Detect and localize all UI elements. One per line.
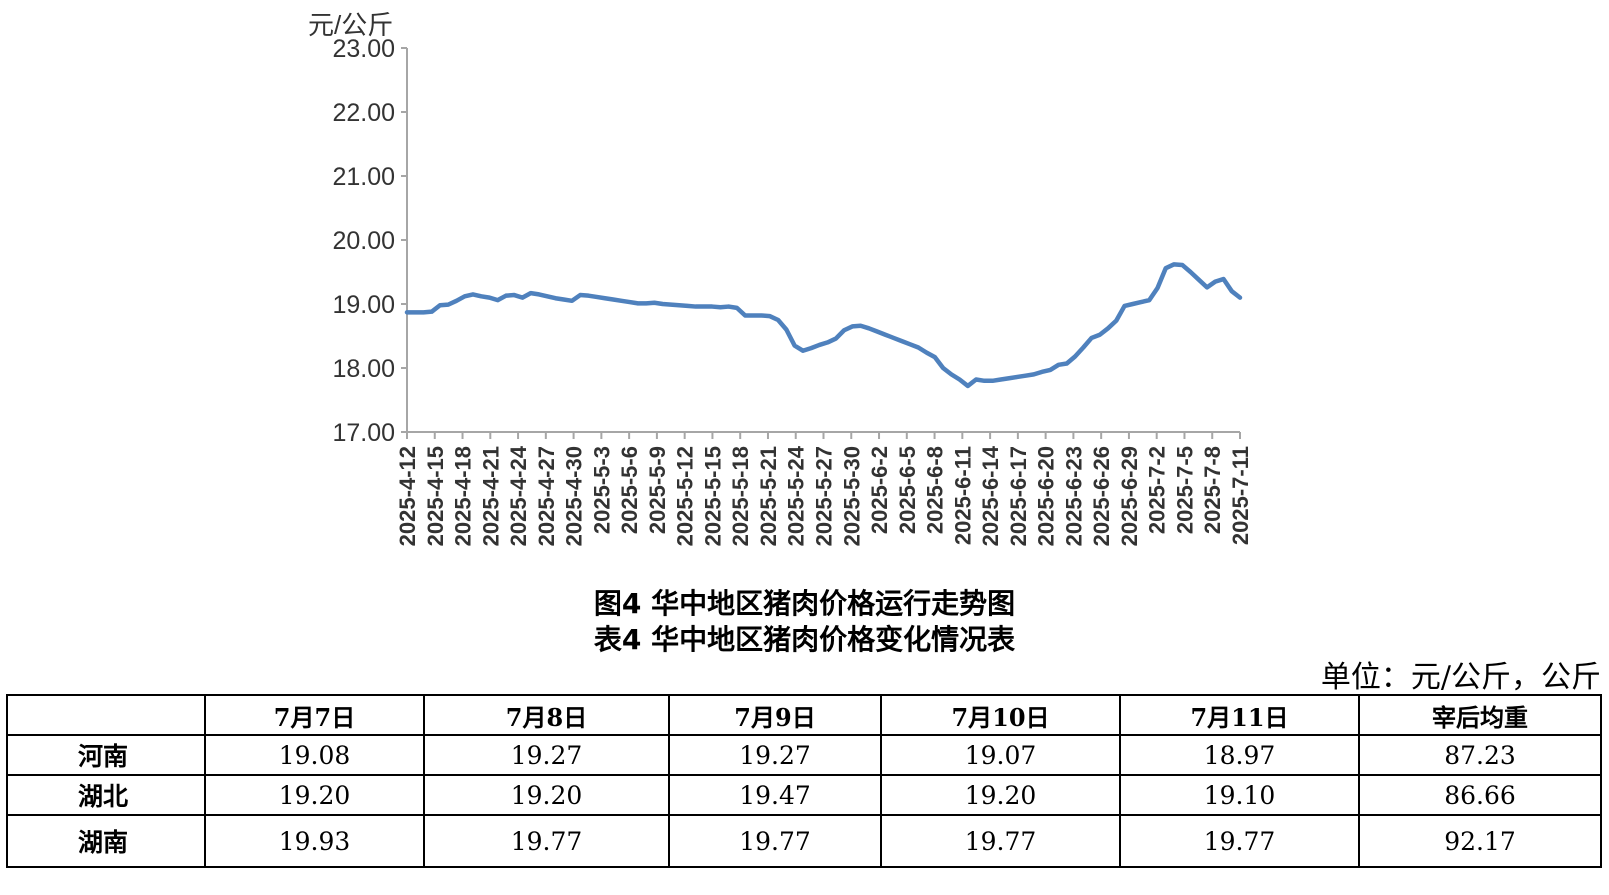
y-tick-label: 22.00 bbox=[332, 99, 395, 127]
value-cell: 19.77 bbox=[668, 814, 882, 868]
value-cell: 19.20 bbox=[423, 774, 670, 816]
header-cell-blank bbox=[6, 694, 206, 736]
x-tick-label: 2025-6-5 bbox=[895, 446, 920, 534]
region-cell: 河南 bbox=[6, 734, 206, 776]
series-layer bbox=[404, 262, 1243, 389]
value-cell: 18.97 bbox=[1119, 734, 1360, 776]
value-cell: 19.27 bbox=[668, 734, 882, 776]
x-tick-label: 2025-5-6 bbox=[617, 446, 642, 534]
table-row: 河南 19.08 19.27 19.27 19.07 18.97 87.23 bbox=[6, 734, 1602, 776]
value-cell: 19.93 bbox=[204, 814, 425, 868]
x-tick-label: 2025-6-20 bbox=[1034, 446, 1059, 546]
value-cell: 19.08 bbox=[204, 734, 425, 776]
x-tick-label: 2025-6-23 bbox=[1061, 446, 1086, 546]
value-cell: 19.77 bbox=[880, 814, 1121, 868]
y-tick-label: 23.00 bbox=[332, 35, 395, 63]
x-tick-label: 2025-5-18 bbox=[728, 446, 753, 546]
x-axis: 2025-4-12 2025-4-15 2025-4-18 2025-4-21 2025… bbox=[395, 431, 1253, 546]
x-tick-label: 2025-6-14 bbox=[978, 445, 1003, 546]
x-tick-label: 2025-4-30 bbox=[562, 446, 587, 546]
x-tick-label: 2025-5-30 bbox=[839, 446, 864, 546]
y-axis-unit-label: 元/公斤 bbox=[308, 10, 393, 40]
y-tick-label: 17.00 bbox=[332, 419, 395, 447]
region-cell: 湖北 bbox=[6, 774, 206, 816]
y-tick-label: 18.00 bbox=[332, 355, 395, 383]
x-tick-label: 2025-7-5 bbox=[1172, 446, 1197, 534]
header-cell-date: 7月9日 bbox=[668, 694, 882, 736]
table-caption: 表4 华中地区猪肉价格变化情况表 bbox=[593, 623, 1016, 656]
value-cell: 19.10 bbox=[1119, 774, 1360, 816]
x-tick-label: 2025-4-15 bbox=[423, 446, 448, 546]
region-cell: 湖南 bbox=[6, 814, 206, 868]
value-cell: 19.47 bbox=[668, 774, 882, 816]
table-header-row: 7月7日 7月8日 7月9日 7月10日 7月11日 宰后均重 bbox=[6, 694, 1602, 736]
x-tick-label: 2025-6-2 bbox=[867, 446, 892, 534]
header-cell-date: 7月8日 bbox=[423, 694, 670, 736]
x-tick-label: 2025-5-15 bbox=[700, 446, 725, 546]
x-tick-label: 2025-5-27 bbox=[812, 446, 837, 546]
y-tick-label: 19.00 bbox=[332, 291, 395, 319]
x-tick-label: 2025-5-3 bbox=[589, 446, 614, 534]
x-tick-label: 2025-7-2 bbox=[1145, 446, 1170, 534]
y-tick-label: 21.00 bbox=[332, 163, 395, 191]
y-tick-label: 20.00 bbox=[332, 227, 395, 255]
price-change-table: 7月7日 7月8日 7月9日 7月10日 7月11日 宰后均重 河南 19.08… bbox=[6, 694, 1602, 868]
table-row: 湖北 19.20 19.20 19.47 19.20 19.10 86.66 bbox=[6, 774, 1602, 816]
value-cell: 19.27 bbox=[423, 734, 670, 776]
x-tick-label: 2025-5-21 bbox=[756, 446, 781, 546]
value-cell: 19.77 bbox=[423, 814, 670, 868]
x-tick-label: 2025-4-27 bbox=[534, 446, 559, 546]
x-tick-label: 2025-5-9 bbox=[645, 446, 670, 534]
series-line bbox=[404, 262, 1243, 389]
value-cell: 19.77 bbox=[1119, 814, 1360, 868]
x-tick-label: 2025-4-21 bbox=[478, 446, 503, 546]
header-cell-date: 7月11日 bbox=[1119, 694, 1360, 736]
x-tick-label: 2025-7-11 bbox=[1228, 446, 1253, 545]
x-tick-label: 2025-7-8 bbox=[1200, 446, 1225, 534]
value-cell: 19.20 bbox=[880, 774, 1121, 816]
table-unit-note: 单位：元/公斤，公斤 bbox=[1320, 660, 1601, 695]
x-tick-label: 2025-5-24 bbox=[784, 445, 809, 546]
value-cell: 19.20 bbox=[204, 774, 425, 816]
header-cell-date: 7月7日 bbox=[204, 694, 425, 736]
y-axis: 17.00 18.00 19.00 20.00 21.00 22.00 23.00 bbox=[332, 35, 408, 447]
table-row: 湖南 19.93 19.77 19.77 19.77 19.77 92.17 bbox=[6, 814, 1602, 868]
value-cell: 86.66 bbox=[1358, 774, 1602, 816]
x-tick-label: 2025-6-8 bbox=[923, 446, 948, 534]
x-tick-label: 2025-4-18 bbox=[451, 446, 476, 546]
value-cell: 19.07 bbox=[880, 734, 1121, 776]
value-cell: 87.23 bbox=[1358, 734, 1602, 776]
x-tick-label: 2025-6-29 bbox=[1117, 446, 1142, 546]
price-trend-chart: 元/公斤 17.00 18.00 19.00 20.00 21.00 22.00 23.00… bbox=[308, 10, 1253, 546]
header-cell-date: 7月10日 bbox=[880, 694, 1121, 736]
figure-caption: 图4 华中地区猪肉价格运行走势图 bbox=[593, 587, 1016, 620]
header-cell-avg-weight: 宰后均重 bbox=[1358, 694, 1602, 736]
x-tick-label: 2025-6-17 bbox=[1006, 446, 1031, 546]
x-tick-label: 2025-6-11 bbox=[950, 446, 975, 545]
x-tick-label: 2025-5-12 bbox=[673, 446, 698, 546]
x-tick-label: 2025-4-24 bbox=[506, 445, 531, 546]
x-tick-label: 2025-4-12 bbox=[395, 446, 420, 546]
value-cell: 92.17 bbox=[1358, 814, 1602, 868]
x-tick-label: 2025-6-26 bbox=[1089, 446, 1114, 546]
